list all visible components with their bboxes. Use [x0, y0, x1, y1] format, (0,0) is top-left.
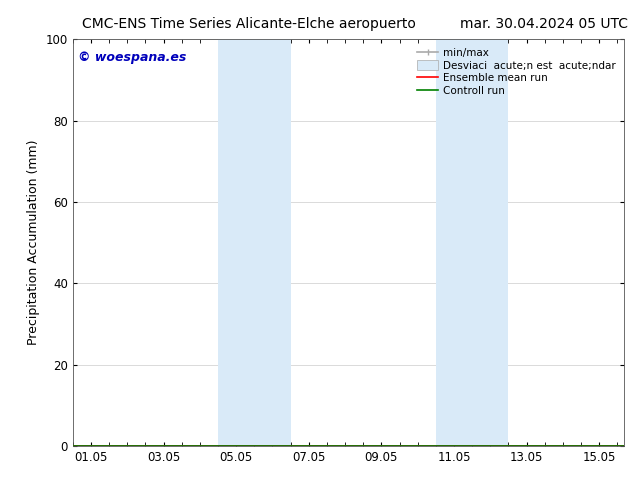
Bar	[218, 39, 290, 446]
Text: mar. 30.04.2024 05 UTC: mar. 30.04.2024 05 UTC	[460, 17, 628, 31]
Text: © woespana.es: © woespana.es	[79, 51, 187, 64]
Text: CMC-ENS Time Series Alicante-Elche aeropuerto: CMC-ENS Time Series Alicante-Elche aerop…	[82, 17, 417, 31]
Y-axis label: Precipitation Accumulation (mm): Precipitation Accumulation (mm)	[27, 140, 40, 345]
Bar	[436, 39, 508, 446]
Legend: min/max, Desviaci  acute;n est  acute;ndar, Ensemble mean run, Controll run: min/max, Desviaci acute;n est acute;ndar…	[414, 45, 619, 99]
